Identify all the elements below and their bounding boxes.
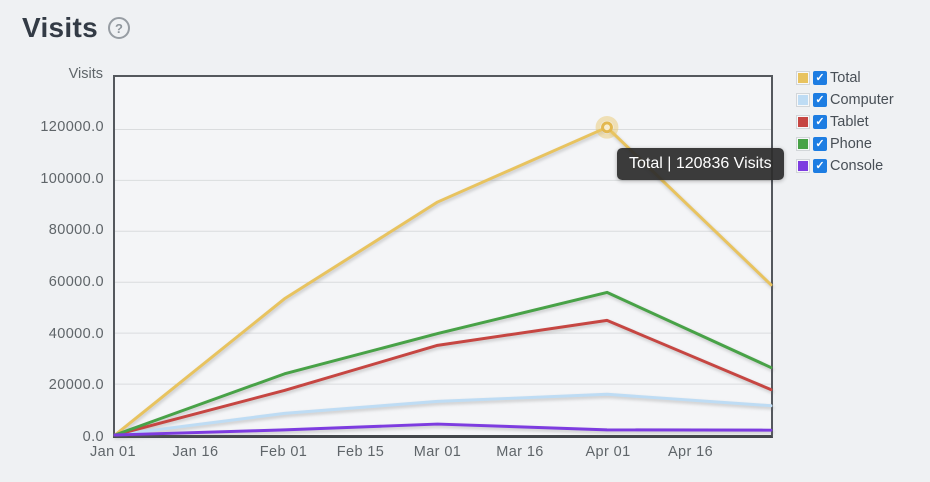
legend-item-computer[interactable]: Computer [797, 91, 894, 108]
plot-area [113, 75, 773, 438]
legend-swatch-console [797, 159, 809, 172]
x-tick-label: Jan 16 [172, 444, 219, 460]
x-tick-label: Feb 01 [259, 444, 308, 460]
x-tick-label: Apr 16 [667, 444, 714, 460]
marker-halo [595, 115, 619, 139]
x-tick-label: Feb 15 [336, 444, 385, 460]
legend-swatch-tablet [797, 115, 809, 128]
y-tick-label: 80000.0 [48, 222, 104, 239]
series-line-console[interactable] [113, 422, 773, 437]
page-title: Visits [22, 12, 98, 43]
legend-label: Total [830, 69, 861, 86]
chart-tooltip: Total | 120836 Visits [617, 148, 784, 180]
legend-item-phone[interactable]: Phone [797, 135, 894, 152]
legend-checkbox-console[interactable] [813, 158, 827, 173]
legend-checkbox-phone[interactable] [813, 136, 827, 151]
marker-ring[interactable] [601, 121, 613, 134]
legend-swatch-phone [797, 137, 809, 150]
gridlines [115, 128, 771, 385]
series-line-phone[interactable] [113, 290, 773, 437]
legend: Total Computer Tablet Phone Console [797, 69, 894, 179]
legend-swatch-computer [797, 93, 809, 106]
chart-header: Visits ? [22, 12, 130, 44]
legend-item-tablet[interactable]: Tablet [797, 113, 894, 130]
legend-checkbox-computer[interactable] [813, 92, 827, 107]
help-icon[interactable]: ? [108, 17, 130, 39]
x-tick-label: Jan 01 [90, 444, 136, 460]
y-tick-label: 60000.0 [48, 274, 104, 291]
x-tick-label: Mar 01 [413, 444, 462, 460]
y-axis-title: Visits [68, 66, 103, 82]
chart-canvas[interactable] [113, 77, 773, 437]
legend-label: Tablet [830, 113, 869, 130]
x-tick-label: Mar 16 [496, 444, 544, 460]
y-tick-label: 100000.0 [40, 170, 104, 187]
legend-checkbox-tablet[interactable] [813, 114, 827, 129]
highlighted-point-marker[interactable] [595, 115, 619, 139]
legend-swatch-total [797, 71, 809, 84]
tooltip-text: Total | 120836 Visits [629, 155, 772, 172]
series-line-tablet[interactable] [113, 318, 773, 437]
legend-checkbox-total[interactable] [813, 70, 827, 85]
legend-item-console[interactable]: Console [797, 157, 894, 174]
y-tick-label: 40000.0 [48, 325, 104, 342]
y-tick-label: 0.0 [82, 429, 104, 445]
y-tick-label: 20000.0 [48, 377, 104, 394]
x-tick-label: Apr 01 [585, 444, 631, 460]
series-line-computer[interactable] [113, 392, 773, 437]
legend-label: Computer [830, 91, 894, 108]
y-tick-label: 120000.0 [40, 119, 104, 136]
legend-label: Phone [830, 135, 872, 152]
legend-item-total[interactable]: Total [797, 69, 894, 86]
legend-label: Console [830, 157, 884, 174]
